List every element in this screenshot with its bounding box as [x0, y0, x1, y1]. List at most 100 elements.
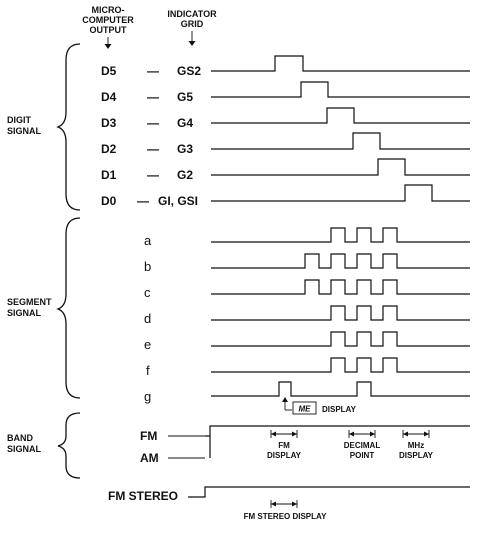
band-signal-label-1: BAND — [7, 433, 33, 443]
fm-display-label-2: DISPLAY — [267, 451, 302, 460]
digit-output-label: D2 — [101, 142, 117, 156]
segment-row-c: c — [144, 279, 470, 300]
digit-output-label: D0 — [101, 194, 117, 208]
digit-row-d3: D3 — G4 — [101, 107, 470, 130]
digit-dash: — — [147, 64, 159, 78]
digit-waveform-d4 — [211, 81, 470, 98]
decimal-point-label-2: POINT — [350, 451, 375, 460]
digit-grid-label: G3 — [177, 142, 193, 156]
header-right-line-2: GRID — [181, 19, 204, 29]
digit-row-d5: D5 — GS2 — [101, 55, 470, 78]
header-left-line-3: OUTPUT — [90, 25, 128, 35]
digit-grid-label: GS2 — [177, 64, 201, 78]
segment-row-a: a — [144, 227, 470, 248]
band-row-am: AM — [140, 451, 205, 465]
digit-waveform-d0 — [211, 184, 470, 202]
fm-display-label-1: FM — [278, 441, 290, 450]
digit-row-d2: D2 — G3 — [101, 132, 470, 156]
digit-waveform-d1 — [211, 158, 470, 176]
decimal-point-label-1: DECIMAL — [344, 441, 381, 450]
bracket-arrow-left — [403, 431, 408, 437]
decimal-point-bracket: DECIMAL POINT — [344, 430, 381, 460]
band-row-fm: FM — [140, 429, 205, 443]
band-label-fm: FM — [140, 429, 157, 443]
header-right-line-1: INDICATOR — [167, 9, 217, 19]
header-left-line-1: MICRO- — [92, 5, 125, 15]
digit-grid-label: G2 — [177, 168, 193, 182]
fm-stereo-display-label: FM STEREO DISPLAY — [244, 512, 327, 521]
segment-row-g: g — [144, 381, 470, 404]
me-display-label: DISPLAY — [322, 405, 357, 414]
digit-output-label: D4 — [101, 90, 117, 104]
segment-label: d — [144, 311, 151, 326]
header-left-line-2: COMPUTER — [82, 15, 134, 25]
fm-stereo-label: FM STEREO — [108, 489, 178, 503]
digit-signal-label-2: SIGNAL — [7, 126, 42, 136]
segment-waveform-c — [211, 279, 470, 295]
digit-waveform-d3 — [211, 107, 470, 124]
digit-dash: — — [137, 194, 149, 208]
digit-dash: — — [147, 142, 159, 156]
segment-row-d: d — [144, 305, 470, 326]
segment-signal-brace — [56, 217, 81, 399]
band-signal-label-2: SIGNAL — [7, 444, 42, 454]
digit-row-d0: D0 — GI, GSI — [101, 184, 470, 208]
digit-row-d4: D4 — G5 — [101, 81, 470, 104]
segment-signal-label-1: SEGMENT — [7, 297, 52, 307]
bracket-arrow-left — [349, 431, 354, 437]
digit-row-d1: D1 — G2 — [101, 158, 470, 182]
segment-label: g — [144, 389, 151, 404]
fm-display-bracket: FM DISPLAY — [267, 430, 302, 460]
segment-row-f: f — [146, 357, 470, 378]
digit-signal-label-1: DIGIT — [7, 115, 32, 125]
digit-output-label: D5 — [101, 64, 117, 78]
me-box-label: ME — [299, 405, 312, 414]
fm-stereo-waveform — [188, 486, 470, 498]
band-waveform — [205, 425, 470, 437]
digit-dash: — — [147, 168, 159, 182]
me-box — [292, 401, 317, 415]
segment-label: b — [144, 259, 151, 274]
digit-waveform-d5 — [211, 55, 470, 72]
header-indicator-grid: INDICATOR GRID — [167, 9, 217, 46]
digit-dash: — — [147, 90, 159, 104]
segment-waveform-e — [211, 331, 470, 347]
segment-label: a — [144, 233, 152, 248]
digit-grid-label: G5 — [177, 90, 193, 104]
mhz-display-label-2: DISPLAY — [399, 451, 434, 460]
segment-label: f — [146, 363, 150, 378]
bracket-arrow-right — [292, 431, 297, 437]
digit-grid-label: G4 — [177, 116, 193, 130]
header-left-arrowhead — [104, 44, 112, 49]
mhz-display-label-1: MHz — [408, 441, 424, 450]
digit-dash: — — [147, 116, 159, 130]
digit-waveform-d2 — [211, 132, 470, 150]
segment-waveform-g — [211, 381, 470, 397]
bracket-arrow-right — [292, 501, 297, 507]
band-label-am: AM — [140, 451, 159, 465]
bracket-arrow-left — [271, 431, 276, 437]
bracket-arrow-left — [271, 501, 276, 507]
segment-label: e — [144, 337, 151, 352]
segment-waveform-d — [211, 305, 470, 321]
header-microcomputer-output: MICRO- COMPUTER OUTPUT — [82, 5, 134, 49]
digit-output-label: D1 — [101, 168, 117, 182]
digit-output-label: D3 — [101, 116, 117, 130]
band-signal-brace — [57, 412, 81, 479]
bracket-arrow-right — [370, 431, 375, 437]
digit-signal-brace — [56, 43, 81, 211]
me-display-annotation: ME DISPLAY — [282, 397, 357, 415]
segment-waveform-a — [211, 227, 470, 243]
segment-label: c — [144, 285, 151, 300]
segment-waveform-f — [211, 357, 470, 373]
me-arrowhead — [282, 397, 288, 402]
segment-row-e: e — [144, 331, 470, 352]
mhz-display-bracket: MHz DISPLAY — [399, 430, 434, 460]
segment-signal-label-2: SIGNAL — [7, 308, 42, 318]
segment-row-b: b — [144, 253, 470, 274]
segment-waveform-b — [211, 253, 470, 269]
fm-stereo-row: FM STEREO FM STEREO DISPLAY — [108, 486, 470, 521]
digit-grid-label: GI, GSI — [158, 194, 198, 208]
